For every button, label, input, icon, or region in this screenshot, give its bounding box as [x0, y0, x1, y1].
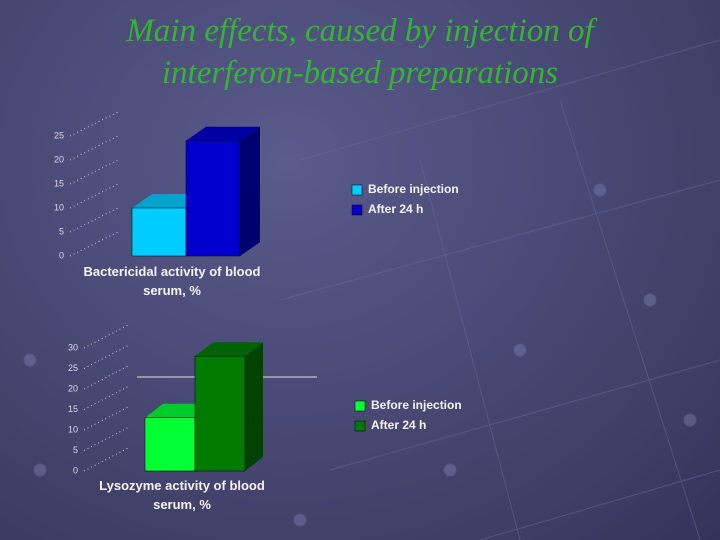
bar-top [186, 126, 260, 141]
grid-line [83, 426, 131, 451]
y-tick-label: 0 [73, 465, 78, 475]
y-tick-label: 20 [68, 383, 78, 393]
legend-label: After 24 h [371, 418, 426, 432]
background-pattern [23, 39, 720, 540]
bar-side [240, 126, 260, 256]
legend-swatch [351, 184, 363, 196]
bar [144, 417, 196, 472]
grid-line [69, 183, 119, 209]
y-tick-label: 25 [68, 363, 78, 373]
grid-line [83, 446, 131, 472]
grid-line [69, 207, 119, 233]
legend-label: Before injection [371, 398, 462, 412]
legend-label: After 24 h [368, 202, 423, 216]
bar-side [245, 342, 263, 471]
y-tick-label: 10 [54, 202, 64, 212]
grid-line [69, 135, 119, 161]
grid-line [83, 323, 131, 349]
legend-swatch [354, 400, 366, 412]
grid-line [69, 159, 119, 185]
grid-line [83, 405, 131, 431]
x-axis-label: Bactericidal activity of blood serum, % [83, 264, 261, 298]
grid-line [83, 385, 131, 410]
y-tick-label: 20 [54, 154, 64, 164]
bar [185, 140, 241, 257]
y-tick-label: 30 [68, 342, 78, 352]
y-tick-label: 5 [59, 226, 64, 236]
bar [194, 355, 246, 472]
y-tick-label: 10 [68, 424, 78, 434]
legend-swatch [351, 204, 363, 216]
grid-line [83, 344, 131, 369]
y-tick-label: 0 [59, 250, 64, 260]
legend-label: Before injection [368, 182, 459, 196]
bar-top [195, 342, 263, 357]
grid-line [69, 111, 119, 137]
slide-title: Main effects, caused by injection of int… [126, 13, 594, 91]
y-tick-label: 15 [68, 404, 78, 414]
bar [131, 207, 187, 257]
grid-line [83, 364, 131, 390]
y-tick-label: 5 [73, 445, 78, 455]
y-tick-label: 15 [54, 178, 64, 188]
legend-swatch [354, 420, 366, 432]
y-tick-label: 25 [54, 130, 64, 140]
x-axis-label: Lysozyme activity of blood serum, % [99, 478, 265, 512]
grid-line [69, 231, 119, 257]
